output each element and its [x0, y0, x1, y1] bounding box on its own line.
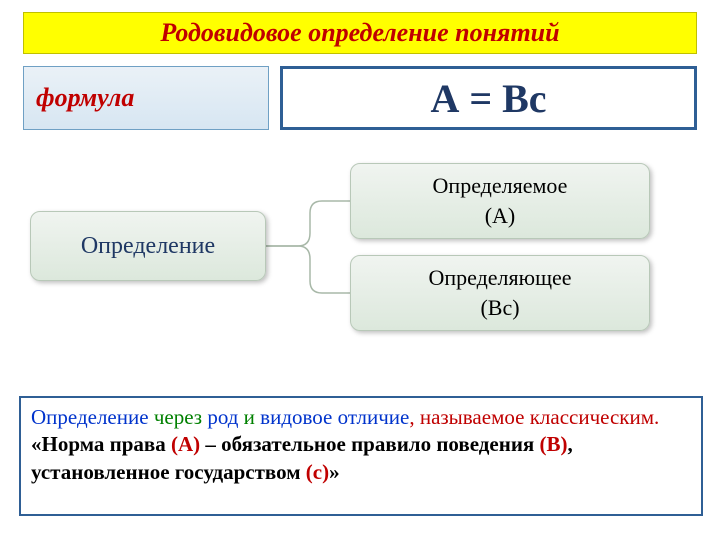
t-blue-3: видовое отличие: [260, 405, 409, 429]
node-root-label: Определение: [81, 233, 215, 260]
node-child-a-line2: (А): [485, 201, 516, 231]
node-root: Определение: [30, 211, 266, 281]
node-child-b-line2: (Вс): [480, 293, 519, 323]
definition-line1: Определение через род и видовое отличие,…: [31, 404, 691, 431]
t-blue-1: Определение: [31, 405, 149, 429]
formula-label-box: формула: [23, 66, 269, 130]
t2-1: «Норма права: [31, 432, 171, 456]
formula-label: формула: [36, 83, 134, 113]
formula-box: А = Вс: [280, 66, 697, 130]
diagram-area: Определение Определяемое (А) Определяюще…: [30, 155, 690, 365]
t-blue-2: род: [207, 405, 238, 429]
t2-2: – обязательное правило поведения: [200, 432, 539, 456]
t2-4: »: [329, 460, 340, 484]
t-green-2: и: [238, 405, 260, 429]
t-red-1: , называемое: [409, 405, 529, 429]
t2-b: (В): [540, 432, 568, 456]
formula-text: А = Вс: [430, 75, 546, 122]
page-title: Родовидовое определение понятий: [160, 18, 559, 48]
definition-text-box: Определение через род и видовое отличие,…: [19, 396, 703, 516]
t2-a: (А): [171, 432, 200, 456]
t-red-3: .: [654, 405, 659, 429]
node-child-b: Определяющее (Вс): [350, 255, 650, 331]
t-green-1: через: [149, 405, 208, 429]
title-bar: Родовидовое определение понятий: [23, 12, 697, 54]
node-child-b-line1: Определяющее: [428, 263, 571, 293]
node-child-a: Определяемое (А): [350, 163, 650, 239]
node-child-a-line1: Определяемое: [433, 171, 568, 201]
definition-line2: «Норма права (А) – обязательное правило …: [31, 431, 691, 486]
t2-c: (с): [306, 460, 329, 484]
t-red-2: классическим: [530, 405, 654, 429]
